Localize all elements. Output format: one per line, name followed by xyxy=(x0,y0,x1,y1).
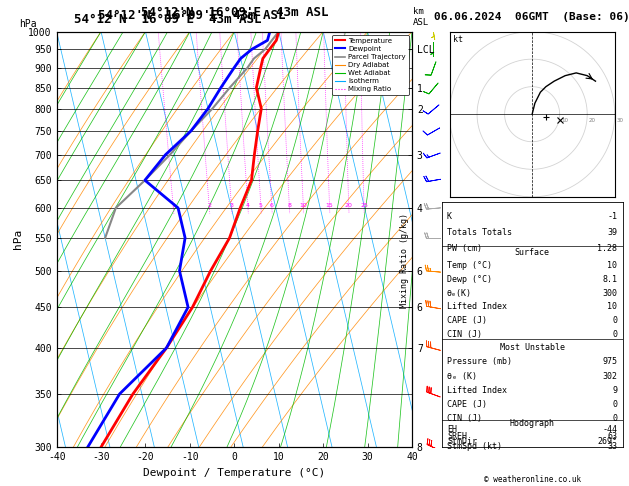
Text: StmDir: StmDir xyxy=(447,437,477,446)
Text: 9: 9 xyxy=(612,386,617,395)
Text: -44: -44 xyxy=(603,425,617,434)
Text: 10: 10 xyxy=(607,302,617,312)
Text: 15: 15 xyxy=(326,203,333,208)
Text: 0: 0 xyxy=(612,400,617,409)
Text: 1: 1 xyxy=(172,203,175,208)
Text: Lifted Index: Lifted Index xyxy=(447,302,507,312)
Text: 975: 975 xyxy=(603,358,617,366)
Text: 33: 33 xyxy=(607,442,617,451)
Text: Hodograph: Hodograph xyxy=(509,419,555,428)
Text: 10: 10 xyxy=(607,261,617,270)
Text: Lifted Index: Lifted Index xyxy=(447,386,507,395)
X-axis label: Dewpoint / Temperature (°C): Dewpoint / Temperature (°C) xyxy=(143,468,325,478)
Text: 4: 4 xyxy=(246,203,250,208)
Legend: Temperature, Dewpoint, Parcel Trajectory, Dry Adiabat, Wet Adiabat, Isotherm, Mi: Temperature, Dewpoint, Parcel Trajectory… xyxy=(332,35,408,95)
Text: 3: 3 xyxy=(230,203,233,208)
Text: 39: 39 xyxy=(607,228,617,237)
Text: 6: 6 xyxy=(270,203,274,208)
Text: 0: 0 xyxy=(612,330,617,339)
Text: 10: 10 xyxy=(299,203,308,208)
Text: 06.06.2024  06GMT  (Base: 06): 06.06.2024 06GMT (Base: 06) xyxy=(434,12,629,22)
Text: 30: 30 xyxy=(616,119,623,123)
Text: 63: 63 xyxy=(607,432,617,441)
Text: PW (cm): PW (cm) xyxy=(447,244,482,253)
Text: EH: EH xyxy=(447,425,457,434)
Text: 25: 25 xyxy=(360,203,368,208)
Text: 8.1: 8.1 xyxy=(603,275,617,284)
Text: 5: 5 xyxy=(259,203,263,208)
Text: θₑ(K): θₑ(K) xyxy=(447,289,472,298)
Text: -1: -1 xyxy=(607,212,617,221)
Text: Temp (°C): Temp (°C) xyxy=(447,261,492,270)
Text: Most Unstable: Most Unstable xyxy=(499,343,565,352)
Text: 8: 8 xyxy=(287,203,291,208)
Text: 1.28: 1.28 xyxy=(598,244,617,253)
Text: 54°12'N  16°09'E  43m ASL: 54°12'N 16°09'E 43m ASL xyxy=(98,9,286,22)
Text: 300: 300 xyxy=(603,289,617,298)
Text: K: K xyxy=(447,212,452,221)
Text: hPa: hPa xyxy=(19,19,36,29)
Text: kt: kt xyxy=(453,35,463,44)
Text: StmSpd (kt): StmSpd (kt) xyxy=(447,442,502,451)
Text: SREH: SREH xyxy=(447,432,467,441)
Text: CIN (J): CIN (J) xyxy=(447,330,482,339)
Text: 54°12'N  16°09'E  43m ASL: 54°12'N 16°09'E 43m ASL xyxy=(140,6,328,19)
Text: 20: 20 xyxy=(345,203,353,208)
Text: 0: 0 xyxy=(612,316,617,325)
Text: 302: 302 xyxy=(603,372,617,381)
Text: CAPE (J): CAPE (J) xyxy=(447,400,487,409)
Text: Totals Totals: Totals Totals xyxy=(447,228,512,237)
Text: 20: 20 xyxy=(589,119,596,123)
Text: km
ASL: km ASL xyxy=(413,7,429,27)
Text: Mixing Ratio (g/kg): Mixing Ratio (g/kg) xyxy=(400,213,409,308)
Text: CAPE (J): CAPE (J) xyxy=(447,316,487,325)
Text: Surface: Surface xyxy=(515,247,550,257)
Y-axis label: hPa: hPa xyxy=(13,229,23,249)
Text: 10: 10 xyxy=(561,119,568,123)
Text: 54°12'N  16°09'E  43m ASL: 54°12'N 16°09'E 43m ASL xyxy=(74,13,262,26)
Text: CIN (J): CIN (J) xyxy=(447,415,482,423)
Text: 2: 2 xyxy=(208,203,211,208)
Text: θₑ (K): θₑ (K) xyxy=(447,372,477,381)
Text: Dewp (°C): Dewp (°C) xyxy=(447,275,492,284)
Text: © weatheronline.co.uk: © weatheronline.co.uk xyxy=(484,474,581,484)
Text: 269°: 269° xyxy=(598,437,617,446)
Text: 0: 0 xyxy=(612,415,617,423)
Text: Pressure (mb): Pressure (mb) xyxy=(447,358,512,366)
